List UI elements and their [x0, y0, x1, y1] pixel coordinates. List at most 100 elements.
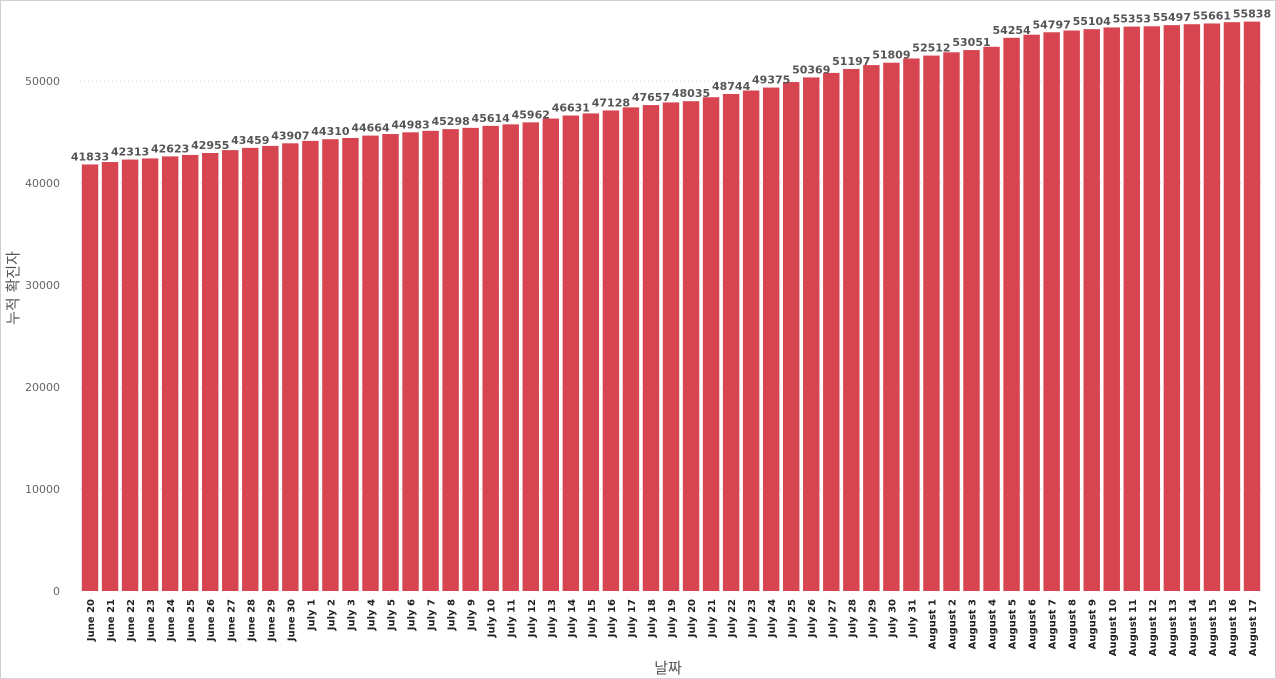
- bar: [442, 129, 459, 591]
- data-label: 47657: [632, 91, 670, 104]
- bar: [1103, 27, 1120, 591]
- x-tick-label: July 19: [667, 599, 678, 638]
- bar: [1023, 34, 1040, 591]
- x-tick-label: July 6: [407, 599, 418, 631]
- data-label: 55838: [1233, 8, 1271, 21]
- data-label: 42313: [111, 146, 149, 159]
- bar: [843, 68, 860, 592]
- bar: [803, 77, 820, 592]
- x-tick-label: July 7: [427, 599, 438, 631]
- data-label: 53051: [952, 36, 990, 49]
- data-label: 55353: [1113, 13, 1151, 26]
- bar: [522, 122, 539, 591]
- bar: [943, 52, 960, 592]
- data-label: 51809: [872, 49, 910, 62]
- bar: [582, 113, 600, 592]
- x-tick-label: July 30: [887, 599, 898, 638]
- y-tick-label: 20000: [25, 381, 60, 394]
- y-tick-label: 40000: [25, 177, 60, 190]
- x-tick-label: July 25: [787, 599, 798, 638]
- x-tick-label: July 10: [487, 599, 498, 638]
- x-tick-label: June 22: [126, 599, 137, 642]
- x-tick-label: August 9: [1088, 599, 1099, 649]
- x-tick-label: June 21: [106, 599, 117, 642]
- data-label: 51197: [832, 55, 870, 68]
- data-label: 41833: [71, 150, 109, 163]
- x-tick-label: July 29: [867, 599, 878, 638]
- data-label: 44664: [351, 122, 390, 135]
- data-labels: 41833 42313 42623 42955 43459 43907 44310 44664…: [71, 8, 1271, 164]
- bar: [101, 162, 119, 591]
- bar: [923, 55, 940, 591]
- x-tick-label: June 29: [266, 599, 277, 642]
- bar: [402, 132, 419, 591]
- data-label: 55661: [1193, 9, 1231, 22]
- data-label: 47128: [592, 96, 630, 109]
- x-axis-title: 날짜: [654, 659, 682, 677]
- x-tick-label: August 10: [1108, 599, 1119, 656]
- bar: [682, 101, 700, 592]
- x-tick-label: August 8: [1068, 599, 1079, 649]
- x-tick-label: August 16: [1228, 599, 1239, 656]
- x-tick-label: July 13: [547, 599, 558, 638]
- data-label: 45614: [472, 112, 511, 125]
- bar: [963, 50, 980, 591]
- bar: [762, 87, 780, 592]
- x-axis-ticks: June 20 June 21 June 22 June 23 June 24 June …: [86, 599, 1259, 656]
- x-tick-label: June 24: [166, 599, 177, 642]
- x-tick-label: July 24: [767, 599, 778, 638]
- data-label: 42955: [191, 139, 229, 152]
- data-label: 45962: [512, 108, 550, 121]
- bar: [903, 58, 920, 592]
- bar: [1043, 32, 1060, 591]
- bar: [161, 156, 179, 591]
- bar: [1203, 23, 1221, 591]
- y-tick-label: 50000: [25, 75, 60, 88]
- x-tick-label: August 2: [947, 599, 958, 649]
- bar: [542, 118, 560, 592]
- bar: [1083, 29, 1100, 591]
- data-label: 55497: [1153, 11, 1191, 24]
- x-tick-label: June 25: [186, 599, 197, 642]
- bar: [1123, 26, 1140, 592]
- bar: [722, 93, 740, 592]
- x-tick-label: July 22: [727, 599, 738, 638]
- x-tick-label: June 30: [286, 599, 297, 642]
- x-tick-label: August 11: [1128, 599, 1139, 656]
- bar: [382, 134, 399, 591]
- bar: [222, 150, 239, 591]
- bar: [823, 72, 840, 591]
- x-tick-label: July 15: [587, 599, 598, 638]
- x-tick-label: July 21: [707, 599, 718, 638]
- bar: [502, 124, 519, 591]
- bar: [121, 159, 139, 591]
- bar: [302, 140, 319, 591]
- x-tick-label: July 28: [847, 599, 858, 638]
- x-tick-label: July 23: [747, 599, 758, 638]
- x-tick-label: July 1: [306, 599, 317, 631]
- bar: [983, 46, 1000, 592]
- x-tick-label: July 12: [527, 599, 538, 638]
- data-label: 48744: [712, 80, 751, 93]
- x-tick-label: August 4: [988, 599, 999, 649]
- bar: [883, 62, 900, 592]
- y-tick-label: 30000: [25, 279, 60, 292]
- x-tick-label: June 23: [146, 599, 157, 642]
- x-tick-label: July 11: [507, 599, 518, 638]
- x-tick-label: July 3: [346, 599, 357, 631]
- bar: [482, 125, 499, 592]
- x-tick-label: July 4: [366, 599, 377, 631]
- bar: [622, 107, 640, 592]
- x-tick-label: August 15: [1208, 599, 1219, 656]
- bar: [181, 154, 199, 591]
- data-label: 43907: [271, 129, 309, 142]
- bar: [342, 137, 359, 591]
- bar: [141, 158, 159, 591]
- data-label: 54797: [1032, 18, 1070, 31]
- x-tick-label: July 8: [447, 599, 458, 631]
- data-label: 50369: [792, 63, 830, 76]
- bar: [702, 97, 720, 592]
- bar: [81, 164, 99, 591]
- x-tick-label: August 3: [968, 599, 979, 649]
